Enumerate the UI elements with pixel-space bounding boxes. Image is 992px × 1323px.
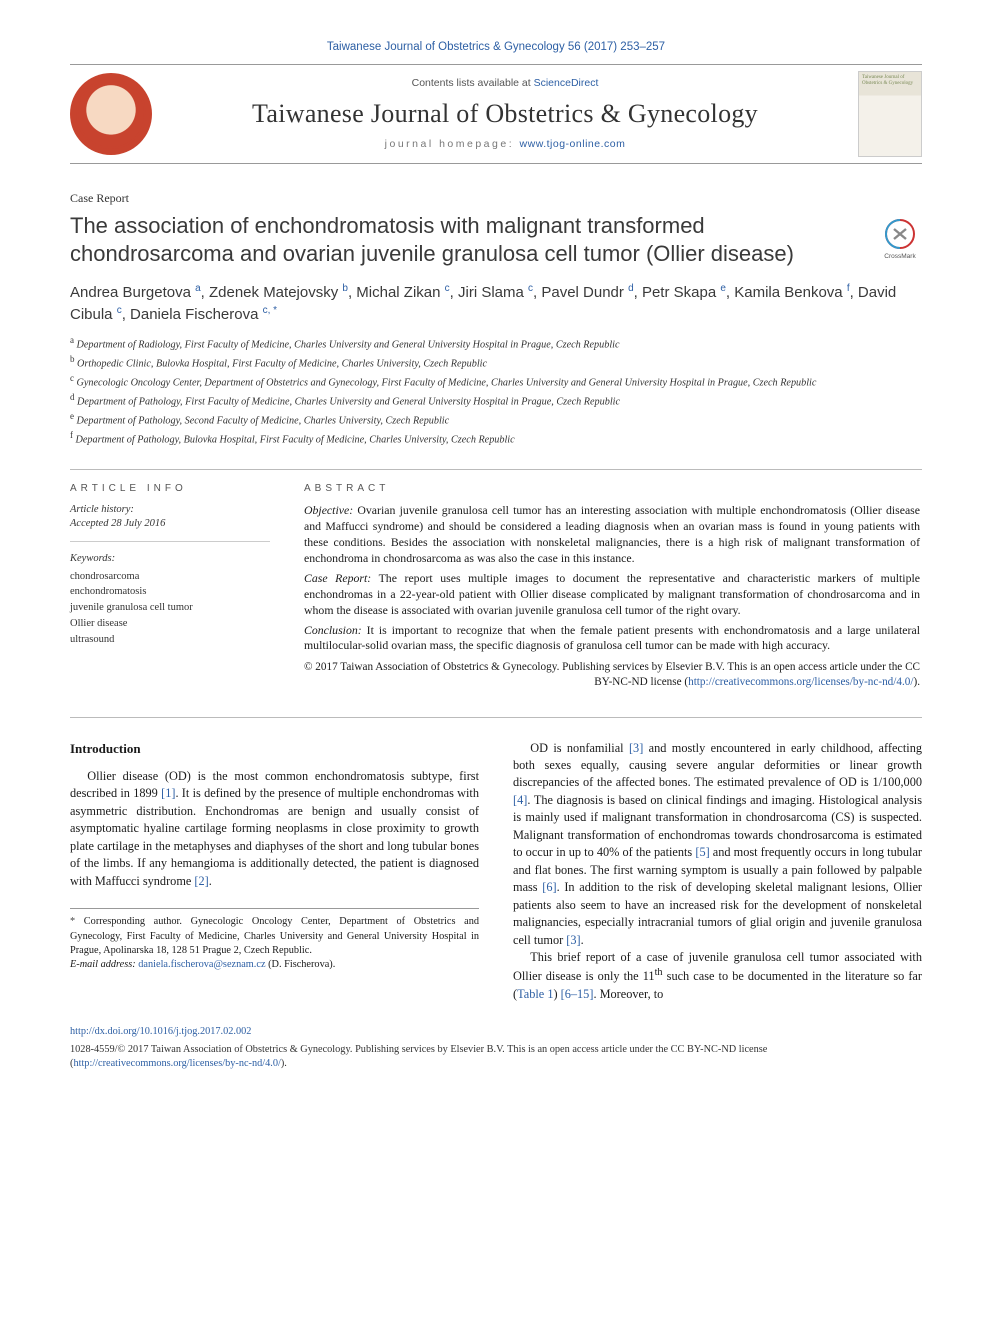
footer-cc-link[interactable]: http://creativecommons.org/licenses/by-n…	[73, 1058, 280, 1069]
ref-link[interactable]: [3]	[629, 741, 643, 755]
contents-prefix: Contents lists available at	[412, 77, 534, 89]
citation-line: Taiwanese Journal of Obstetrics & Gyneco…	[70, 40, 922, 56]
ref-link[interactable]: [2]	[194, 874, 208, 888]
corr-text: Corresponding author. Gynecologic Oncolo…	[70, 916, 479, 956]
crossmark-icon[interactable]: CrossMark	[878, 216, 922, 260]
contents-available-line: Contents lists available at ScienceDirec…	[166, 76, 844, 90]
abstract-heading: ABSTRACT	[304, 482, 920, 496]
homepage-prefix: journal homepage:	[385, 138, 520, 150]
ref-link[interactable]: [5]	[695, 845, 709, 859]
footer-tail: ).	[281, 1058, 287, 1069]
abstract-objective: Objective: Ovarian juvenile granulosa ce…	[304, 503, 920, 567]
divider	[70, 717, 922, 718]
affiliations: a Department of Radiology, First Faculty…	[70, 334, 922, 449]
objective-label: Objective:	[304, 503, 353, 517]
abstract-conclusion: Conclusion: It is important to recognize…	[304, 623, 920, 655]
article-body: Introduction Ollier disease (OD) is the …	[70, 740, 922, 1004]
page-footer: http://dx.doi.org/10.1016/j.tjog.2017.02…	[70, 1025, 922, 1071]
ref-link[interactable]: [1]	[161, 786, 175, 800]
journal-cover-thumb-icon: Taiwanese Journal of Obstetrics & Gyneco…	[858, 71, 922, 157]
corr-star-icon: *	[70, 916, 75, 927]
doi-link[interactable]: http://dx.doi.org/10.1016/j.tjog.2017.02…	[70, 1026, 251, 1037]
keywords-list: chondrosarcomaenchondromatosisjuvenile g…	[70, 569, 270, 648]
author-list: Andrea Burgetova a, Zdenek Matejovsky b,…	[70, 282, 922, 326]
case-text: The report uses multiple images to docum…	[304, 571, 920, 617]
ref-link[interactable]: [4]	[513, 793, 527, 807]
ref-link[interactable]: [6–15]	[561, 987, 594, 1001]
journal-name: Taiwanese Journal of Obstetrics & Gyneco…	[166, 96, 844, 131]
abstract-copyright: © 2017 Taiwan Association of Obstetrics …	[304, 660, 920, 690]
svg-text:CrossMark: CrossMark	[884, 253, 916, 260]
keywords-label: Keywords:	[70, 552, 270, 566]
journal-homepage-line: journal homepage: www.tjog-online.com	[166, 137, 844, 151]
introduction-heading: Introduction	[70, 740, 479, 758]
corr-email-link[interactable]: daniela.fischerova@seznam.cz	[138, 959, 265, 970]
copyright-tail: ).	[913, 676, 920, 688]
abstract-case: Case Report: The report uses multiple im…	[304, 571, 920, 619]
article-info-heading: ARTICLE INFO	[70, 482, 270, 496]
body-paragraph: This brief report of a case of juvenile …	[513, 949, 922, 1003]
accepted-date: Accepted 28 July 2016	[70, 517, 270, 531]
body-paragraph: Ollier disease (OD) is the most common e…	[70, 768, 479, 890]
corr-email-name: (D. Fischerova).	[268, 959, 335, 970]
conclusion-label: Conclusion:	[304, 623, 362, 637]
body-paragraph: OD is nonfamilial [3] and mostly encount…	[513, 740, 922, 949]
journal-homepage-link[interactable]: www.tjog-online.com	[520, 138, 626, 150]
article-type: Case Report	[70, 190, 922, 206]
corresponding-author-block: * Corresponding author. Gynecologic Onco…	[70, 908, 479, 973]
cc-license-link[interactable]: http://creativecommons.org/licenses/by-n…	[688, 676, 913, 688]
ref-link[interactable]: [3]	[566, 933, 580, 947]
ref-link[interactable]: [6]	[542, 880, 556, 894]
case-label: Case Report:	[304, 571, 371, 585]
table-link[interactable]: Table 1	[517, 987, 553, 1001]
objective-text: Ovarian juvenile granulosa cell tumor ha…	[304, 503, 920, 565]
article-history-label: Article history:	[70, 503, 270, 517]
conclusion-text: It is important to recognize that when t…	[304, 623, 920, 653]
article-title: The association of enchondromatosis with…	[70, 212, 860, 268]
sciencedirect-link[interactable]: ScienceDirect	[534, 77, 599, 89]
email-label: E-mail address:	[70, 959, 136, 970]
journal-header: Contents lists available at ScienceDirec…	[70, 64, 922, 164]
society-logo-icon	[70, 73, 152, 155]
